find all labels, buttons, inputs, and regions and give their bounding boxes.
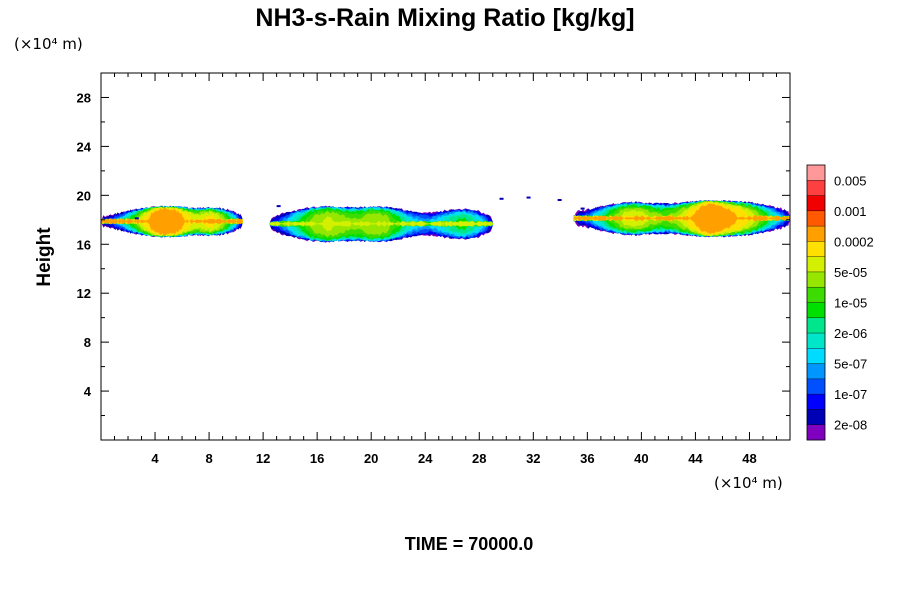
colorbar-swatch [807,271,825,288]
x-tick-label: 8 [205,451,212,466]
y-axis-unit: (×10⁴ m) [14,35,83,53]
x-tick-label: 28 [472,451,486,466]
colorbar-swatch [807,424,825,441]
contour-field [101,196,790,243]
colorbar-swatch [807,226,825,242]
y-tick-label: 28 [77,90,91,105]
colorbar-swatch [807,317,825,334]
colorbar-swatch [807,378,825,395]
colorbar: 0.005 0.001 0.0002 5e-05 1e-05 2e-06 5e-07 1e-0… [806,164,874,441]
plot-frame [100,72,791,441]
contour-speck [276,205,281,208]
colorbar-label: 1e-05 [834,296,867,311]
x-tick-label: 20 [364,451,378,466]
colorbar-swatch [807,287,825,303]
y-tick-label: 12 [77,286,91,301]
contour-speck [526,196,531,199]
y-tick-label: 20 [77,188,91,203]
x-tick-label: 16 [310,451,324,466]
time-label: TIME = 70000.0 [405,534,534,554]
y-axis: 4 8 12 16 20 24 28 [77,90,790,417]
colorbar-swatch [807,348,825,364]
contour-band [573,203,790,234]
colorbar-label: 0.005 [834,173,867,188]
colorbar-swatch [807,241,825,257]
x-tick-label: 44 [688,451,703,466]
colorbar-label: 5e-07 [834,357,867,372]
colorbar-swatch [807,195,825,212]
colorbar-label: 2e-06 [834,326,867,341]
colorbar-swatch [807,333,825,349]
colorbar-swatch [807,409,825,426]
x-tick-label: 24 [418,451,433,466]
contour-speck [499,197,504,200]
colorbar-swatch [807,363,825,380]
y-tick-label: 16 [77,237,91,252]
y-tick-label: 24 [77,139,92,154]
colorbar-label: 0.001 [834,204,867,219]
x-tick-label: 36 [580,451,594,466]
colorbar-label: 0.0002 [834,234,874,249]
contour-speck [134,217,139,220]
y-axis-label: Height [34,227,55,287]
contour-band [269,216,493,232]
x-tick-label: 12 [256,451,270,466]
x-tick-label: 48 [742,451,756,466]
colorbar-swatch [807,394,825,410]
colorbar-swatch [807,302,825,319]
colorbar-label: 1e-07 [834,387,867,402]
contour-band [101,207,243,236]
chart-title: NH3-s-Rain Mixing Ratio [kg/kg] [255,4,634,32]
colorbar-swatch [807,210,825,227]
colorbar-swatch [807,180,825,196]
contour-speck [580,207,585,210]
colorbar-label: 5e-05 [834,265,867,280]
colorbar-label: 2e-08 [834,418,867,433]
x-tick-label: 32 [526,451,540,466]
x-tick-label: 40 [634,451,648,466]
y-tick-label: 8 [84,335,91,350]
x-tick-label: 4 [151,451,159,466]
x-axis-unit: (×10⁴ m) [714,474,783,492]
y-tick-label: 4 [84,384,92,399]
colorbar-swatch [807,256,825,273]
contour-speck [557,199,562,202]
colorbar-swatch [807,165,825,181]
x-axis: 4 8 12 16 20 24 28 32 36 40 44 48 [114,73,777,466]
